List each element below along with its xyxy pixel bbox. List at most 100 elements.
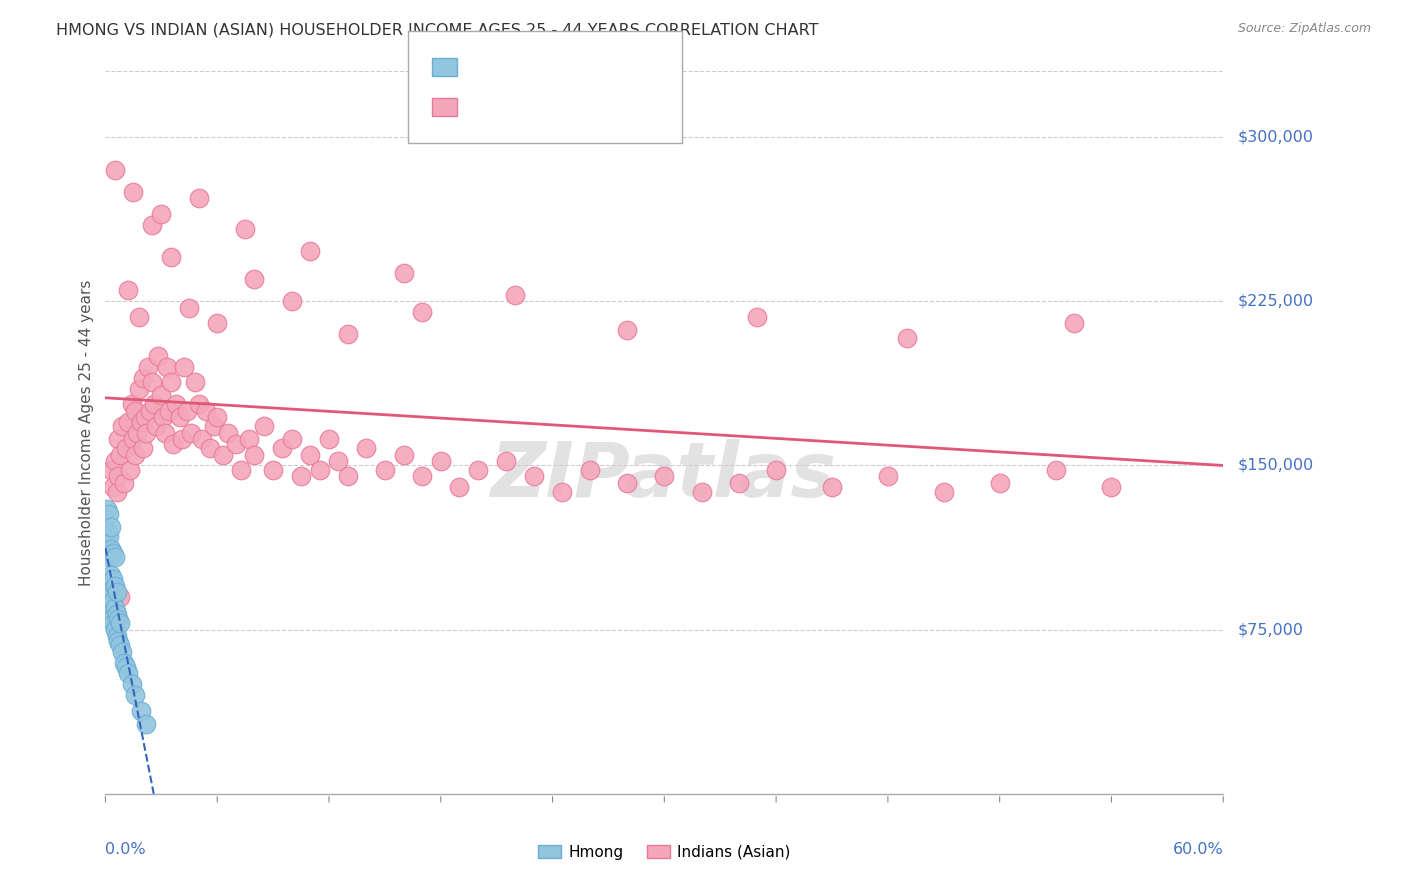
Point xyxy=(374,463,396,477)
Point xyxy=(142,397,165,411)
Point xyxy=(495,454,517,468)
Point xyxy=(100,590,122,604)
Point xyxy=(107,612,129,626)
Point xyxy=(579,463,602,477)
Point xyxy=(195,403,218,417)
Point xyxy=(896,331,918,345)
Point xyxy=(271,441,294,455)
Point xyxy=(101,616,124,631)
Point xyxy=(411,469,433,483)
Point xyxy=(411,305,433,319)
Point xyxy=(105,484,128,499)
Point xyxy=(110,590,132,604)
Point xyxy=(217,425,239,440)
Point xyxy=(104,454,127,468)
Point xyxy=(101,594,124,608)
Point xyxy=(98,579,121,593)
Point xyxy=(107,633,129,648)
Point xyxy=(145,419,167,434)
Point xyxy=(135,716,157,731)
Point xyxy=(179,301,201,315)
Point xyxy=(98,507,121,521)
Point xyxy=(124,448,146,462)
Point xyxy=(110,638,132,652)
Text: R = -0.021   N= 109: R = -0.021 N= 109 xyxy=(468,100,634,114)
Point xyxy=(112,475,135,490)
Point xyxy=(290,469,312,483)
Point xyxy=(98,600,121,615)
Point xyxy=(121,677,143,691)
Point xyxy=(129,415,152,429)
Point xyxy=(821,480,844,494)
Point xyxy=(180,425,202,440)
Point xyxy=(157,403,180,417)
Point xyxy=(129,704,152,718)
Point xyxy=(124,689,146,703)
Point xyxy=(104,579,127,593)
Point xyxy=(173,359,195,374)
Point xyxy=(96,502,118,516)
Point xyxy=(111,419,134,434)
Point xyxy=(328,454,350,468)
Point xyxy=(231,463,253,477)
Point xyxy=(205,316,228,330)
Point xyxy=(112,656,135,670)
Point xyxy=(262,463,284,477)
Point xyxy=(299,448,322,462)
Point xyxy=(121,397,143,411)
Point xyxy=(110,448,132,462)
Point xyxy=(146,349,169,363)
Point xyxy=(100,520,122,534)
Point xyxy=(198,441,221,455)
Point xyxy=(191,432,214,446)
Point xyxy=(104,623,127,637)
Point xyxy=(156,359,179,374)
Point xyxy=(135,425,157,440)
Point xyxy=(117,666,139,681)
Point xyxy=(159,376,181,390)
Point xyxy=(98,550,121,565)
Point xyxy=(233,222,256,236)
Point xyxy=(150,207,173,221)
Text: 60.0%: 60.0% xyxy=(1173,842,1223,857)
Point xyxy=(211,448,233,462)
Point xyxy=(118,463,141,477)
Point xyxy=(127,425,149,440)
Point xyxy=(128,382,150,396)
Point xyxy=(243,272,266,286)
Point xyxy=(107,432,129,446)
Point xyxy=(652,469,676,483)
Point xyxy=(104,600,127,615)
Point xyxy=(728,475,751,490)
Point xyxy=(159,251,181,265)
Point xyxy=(308,463,330,477)
Point xyxy=(105,629,128,643)
Point xyxy=(449,480,471,494)
Point xyxy=(932,484,955,499)
Point xyxy=(150,388,173,402)
Point xyxy=(105,607,128,622)
Point xyxy=(115,441,138,455)
Text: 0.0%: 0.0% xyxy=(105,842,146,857)
Point xyxy=(152,410,174,425)
Point xyxy=(467,463,489,477)
Point xyxy=(877,469,900,483)
Point xyxy=(100,568,122,582)
Point xyxy=(153,425,176,440)
Text: $300,000: $300,000 xyxy=(1239,129,1315,145)
Point xyxy=(281,294,304,309)
Text: $75,000: $75,000 xyxy=(1239,623,1305,637)
Point xyxy=(100,612,122,626)
Point xyxy=(503,287,526,301)
Point xyxy=(430,454,453,468)
Point xyxy=(184,376,207,390)
Point xyxy=(101,572,124,586)
Point xyxy=(243,448,266,462)
Text: $225,000: $225,000 xyxy=(1239,293,1315,309)
Point xyxy=(1045,463,1067,477)
Y-axis label: Householder Income Ages 25 - 44 years: Householder Income Ages 25 - 44 years xyxy=(79,279,94,586)
Point xyxy=(187,397,209,411)
Text: R = -0.374   N=  37: R = -0.374 N= 37 xyxy=(468,60,634,74)
Point xyxy=(187,191,209,205)
Point xyxy=(523,469,546,483)
